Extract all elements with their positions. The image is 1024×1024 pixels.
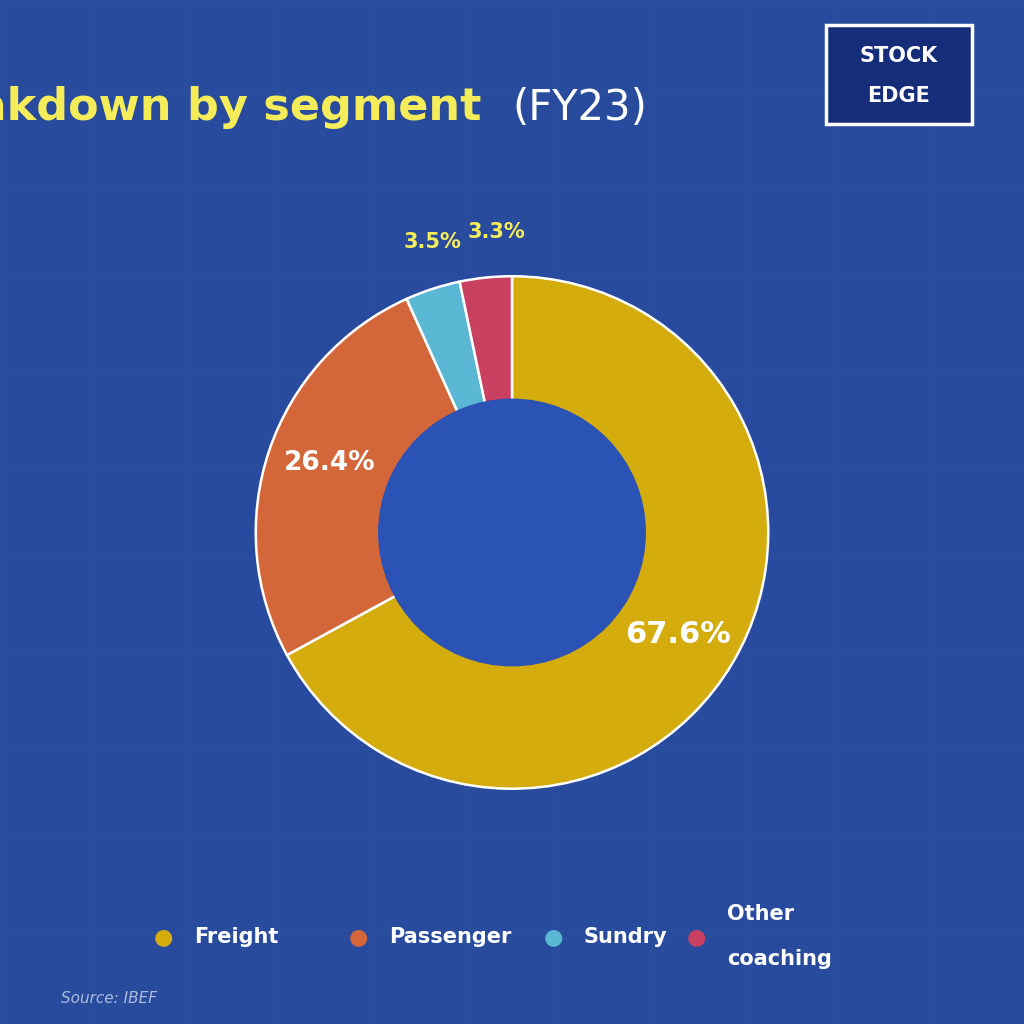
Text: ●: ● [687,927,706,947]
Ellipse shape [343,372,681,652]
Text: Freight: Freight [195,927,279,947]
Ellipse shape [230,278,794,746]
Text: ●: ● [155,927,173,947]
Ellipse shape [6,90,1018,934]
Ellipse shape [81,153,943,871]
Wedge shape [287,276,768,788]
Text: coaching: coaching [727,949,831,970]
Text: 3.5%: 3.5% [403,232,462,252]
Ellipse shape [418,434,606,590]
Ellipse shape [0,28,1024,996]
Ellipse shape [0,43,1024,981]
Ellipse shape [437,450,587,574]
Ellipse shape [250,293,774,731]
Wedge shape [407,282,487,421]
Ellipse shape [399,418,625,606]
Ellipse shape [306,340,718,684]
Text: ●: ● [544,927,562,947]
Ellipse shape [212,262,812,762]
Ellipse shape [99,168,925,856]
Text: Passenger: Passenger [389,927,512,947]
Ellipse shape [456,465,568,559]
Ellipse shape [43,122,981,902]
Ellipse shape [362,387,662,637]
Ellipse shape [62,137,962,887]
Ellipse shape [137,200,887,824]
FancyBboxPatch shape [825,25,972,124]
Text: (FY23): (FY23) [512,86,647,129]
Ellipse shape [0,59,1024,965]
Ellipse shape [325,355,699,669]
Wedge shape [460,276,512,413]
Ellipse shape [381,402,643,622]
Text: 67.6%: 67.6% [625,621,731,649]
Ellipse shape [0,75,1024,949]
Text: Source: IBEF: Source: IBEF [61,991,158,1006]
Ellipse shape [287,325,737,699]
Text: STOCK: STOCK [859,46,938,66]
Ellipse shape [25,105,999,919]
Ellipse shape [494,497,530,527]
Ellipse shape [175,230,849,794]
Ellipse shape [474,480,550,544]
Text: 26.4%: 26.4% [285,451,376,476]
Ellipse shape [0,12,1024,1012]
Ellipse shape [119,184,905,840]
Ellipse shape [156,215,868,809]
Circle shape [379,399,645,666]
Wedge shape [256,299,462,655]
Text: 3.3%: 3.3% [467,222,525,242]
Text: ●: ● [349,927,368,947]
Text: Revenue breakdown by segment: Revenue breakdown by segment [0,86,512,129]
Text: EDGE: EDGE [867,86,930,105]
Ellipse shape [194,247,830,777]
Text: Other: Other [727,904,795,925]
Ellipse shape [268,309,756,715]
Text: Sundry: Sundry [584,927,668,947]
